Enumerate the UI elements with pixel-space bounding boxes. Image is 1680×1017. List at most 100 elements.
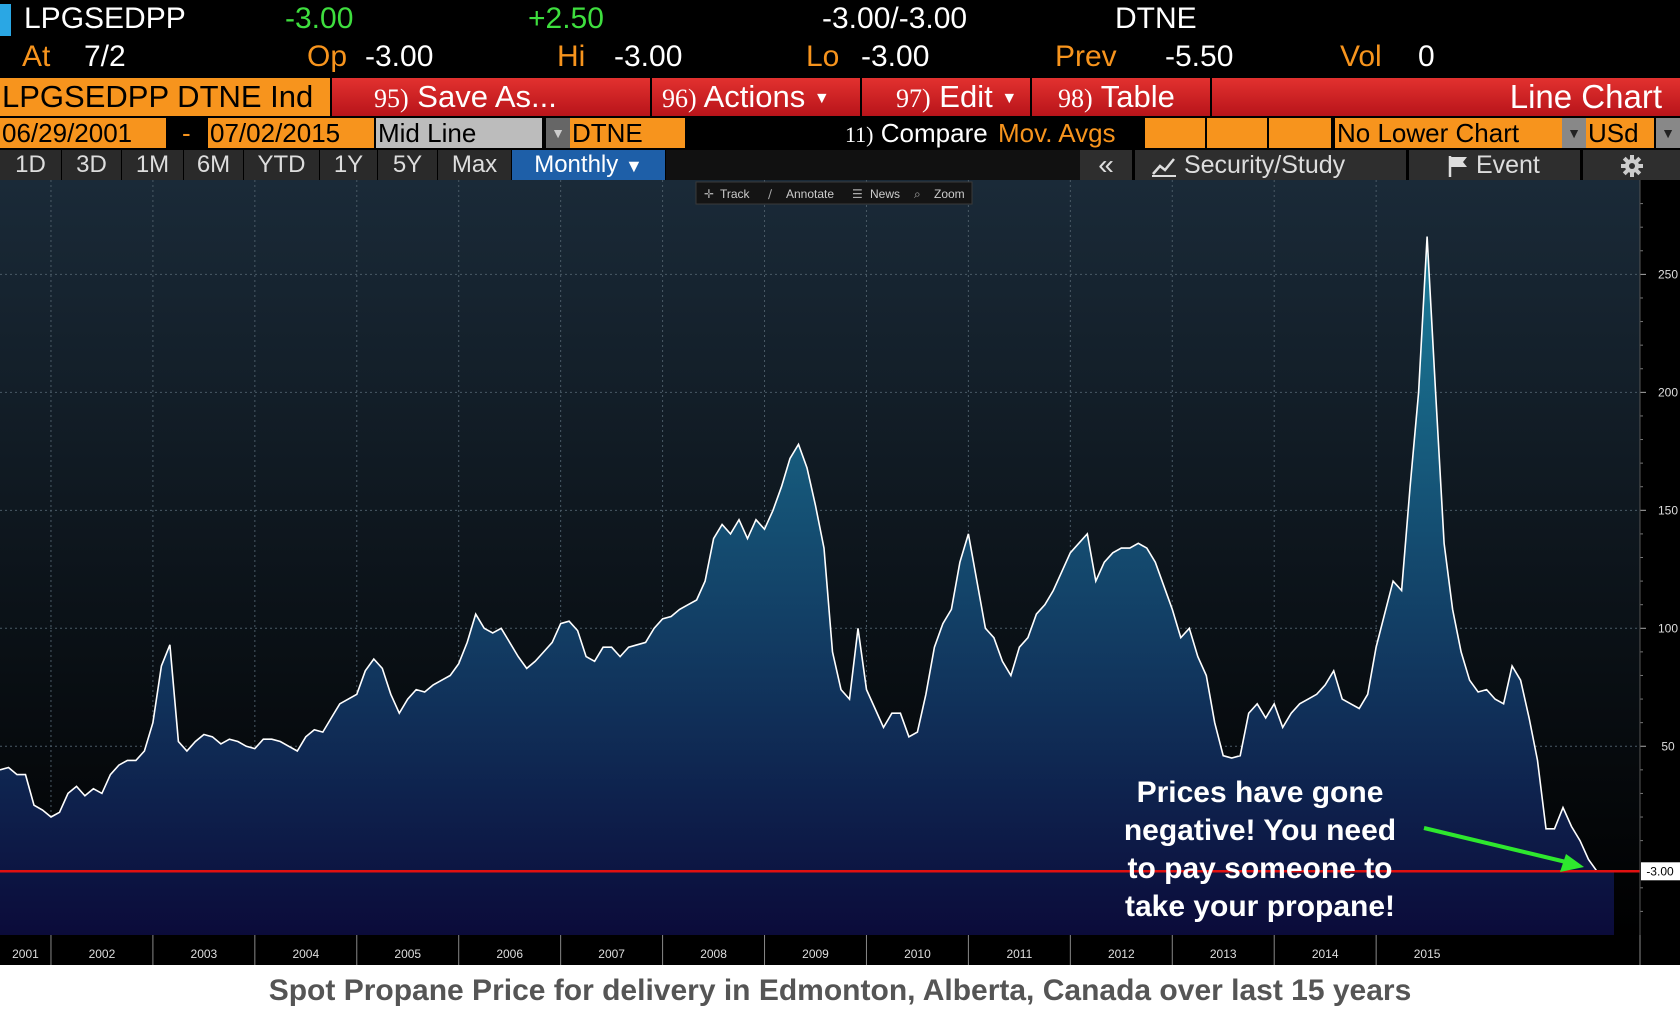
y-tick-label: 250 — [1658, 267, 1678, 281]
annotation-line-2: negative! You need — [1124, 814, 1396, 847]
high-label: Hi — [557, 40, 586, 73]
open-label: Op — [307, 40, 348, 73]
save-as-button[interactable]: 95) Save As... — [332, 78, 652, 116]
volume-label: Vol — [1340, 40, 1382, 73]
mov-avgs-slot-2[interactable] — [1207, 118, 1269, 148]
annotation-arrow — [1423, 826, 1584, 872]
mov-avgs-slot-1[interactable] — [1145, 118, 1207, 148]
news-tool[interactable]: ☰ News — [852, 187, 900, 201]
x-tick-label: 2007 — [598, 947, 625, 961]
x-tick-label: 2015 — [1414, 947, 1441, 961]
x-tick-label: 2002 — [89, 947, 116, 961]
zoom-icon: ⌕ — [914, 187, 921, 201]
zoom-label: Zoom — [934, 187, 965, 201]
volume-value: 0 — [1418, 40, 1435, 73]
security-field-label: LPGSEDPP DTNE Ind — [2, 79, 314, 114]
bid-ask: -3.00/-3.00 — [822, 2, 968, 35]
low-label: Lo — [806, 40, 840, 73]
period-max-label: Max — [451, 151, 498, 178]
study-chart-icon — [1152, 158, 1176, 178]
start-date-field[interactable]: 06/29/2001 — [0, 118, 166, 148]
source-dropdown-icon[interactable]: ▼ — [546, 118, 570, 148]
edit-label: Edit — [939, 79, 993, 114]
period-row-filler — [666, 150, 1080, 180]
x-tick-label: 2009 — [802, 947, 829, 961]
lower-chart-dropdown-icon[interactable]: ▼ — [1562, 118, 1586, 148]
mov-avgs-button[interactable]: Mov. Avgs — [998, 118, 1116, 148]
settings-button[interactable] — [1582, 150, 1680, 180]
x-tick-label: 2012 — [1108, 947, 1135, 961]
currency-select[interactable]: USd — [1586, 118, 1654, 148]
period-6m-label: 6M — [196, 151, 231, 178]
period-1d-label: 1D — [15, 151, 46, 178]
currency-dropdown-icon[interactable]: ▼ — [1656, 118, 1680, 148]
source-value: DTNE — [572, 118, 643, 148]
period-3d-label: 3D — [76, 151, 107, 178]
line-type-select[interactable]: Mid Line — [376, 118, 542, 148]
actions-button[interactable]: 96) Actions ▼ — [652, 78, 862, 116]
at-label: At — [22, 40, 51, 73]
collapse-button[interactable]: « — [1080, 150, 1132, 180]
period-1d[interactable]: 1D — [0, 150, 62, 180]
lower-chart-select[interactable]: No Lower Chart — [1335, 118, 1562, 148]
x-tick-label: 2006 — [496, 947, 523, 961]
open-value: -3.00 — [365, 40, 434, 73]
event-button[interactable]: Event — [1408, 150, 1580, 180]
zoom-tool[interactable]: ⌕ Zoom — [914, 187, 965, 201]
period-6m[interactable]: 6M — [184, 150, 244, 180]
table-label: Table — [1100, 79, 1175, 114]
x-tick-label: 2001 — [12, 947, 39, 961]
actions-label: Actions — [703, 79, 806, 114]
at-value: 7/2 — [84, 40, 126, 73]
net-change: +2.50 — [528, 2, 604, 35]
period-monthly-select[interactable]: Monthly ▼ — [512, 150, 666, 180]
collapse-icon: « — [1098, 149, 1114, 180]
table-number: 98) — [1058, 84, 1093, 113]
negative-price-annotation: Prices have gone negative! You need to p… — [1124, 776, 1396, 923]
actions-dropdown-icon: ▼ — [813, 89, 830, 107]
x-axis-ticks: 2001 2002 2003 2004 2005 2006 2007 2008 2009 2010… — [12, 935, 1641, 965]
annotate-icon: ∕ — [768, 187, 773, 201]
table-button[interactable]: 98) Table — [1032, 78, 1212, 116]
period-3d[interactable]: 3D — [62, 150, 122, 180]
x-tick-label: 2014 — [1312, 947, 1339, 961]
news-icon: ☰ — [852, 187, 863, 201]
annotation-line-1: Prices have gone — [1137, 776, 1384, 809]
period-ytd-label: YTD — [257, 151, 306, 178]
period-5y-label: 5Y — [392, 151, 423, 178]
compare-label: Compare — [880, 118, 988, 148]
period-max[interactable]: Max — [438, 150, 512, 180]
mov-avgs-slot-3[interactable] — [1269, 118, 1333, 148]
compare-button[interactable]: 11) Compare — [845, 118, 988, 148]
period-1y[interactable]: 1Y — [320, 150, 378, 180]
edit-button[interactable]: 97) Edit ▼ — [862, 78, 1032, 116]
chart-type-label: Line Chart — [1509, 78, 1662, 115]
line-type-value: Mid Line — [378, 118, 477, 148]
annotation-line-4: take your propane! — [1125, 890, 1395, 923]
period-1y-label: 1Y — [333, 151, 364, 178]
annotate-tool[interactable]: ∕ Annotate — [768, 187, 834, 201]
x-tick-label: 2003 — [191, 947, 218, 961]
security-study-button[interactable]: Security/Study — [1134, 150, 1406, 180]
security-field[interactable]: LPGSEDPP DTNE Ind — [0, 78, 330, 116]
period-1m[interactable]: 1M — [122, 150, 184, 180]
x-tick-label: 2010 — [904, 947, 931, 961]
prev-label: Prev — [1055, 40, 1117, 73]
flag-icon — [1448, 156, 1467, 178]
chart-toolbar: ✛ Track ∕ Annotate ☰ News ⌕ Zoom — [695, 181, 973, 205]
actions-number: 96) — [662, 84, 697, 113]
chart-type-button[interactable]: Line Chart — [1212, 78, 1680, 116]
currency-value: USd — [1588, 118, 1639, 148]
ticker-symbol: LPGSEDPP — [24, 2, 186, 35]
period-5y[interactable]: 5Y — [378, 150, 438, 180]
annotation-line-3: to pay someone to — [1127, 852, 1392, 885]
track-tool[interactable]: ✛ Track — [704, 187, 751, 201]
source-field[interactable]: DTNE — [570, 118, 685, 148]
end-date-field[interactable]: 07/02/2015 — [208, 118, 374, 148]
save-as-label: Save As... — [417, 79, 557, 114]
event-label: Event — [1475, 151, 1540, 179]
y-tick-label: 200 — [1658, 385, 1678, 399]
x-tick-label: 2011 — [1006, 947, 1032, 961]
period-ytd[interactable]: YTD — [244, 150, 320, 180]
